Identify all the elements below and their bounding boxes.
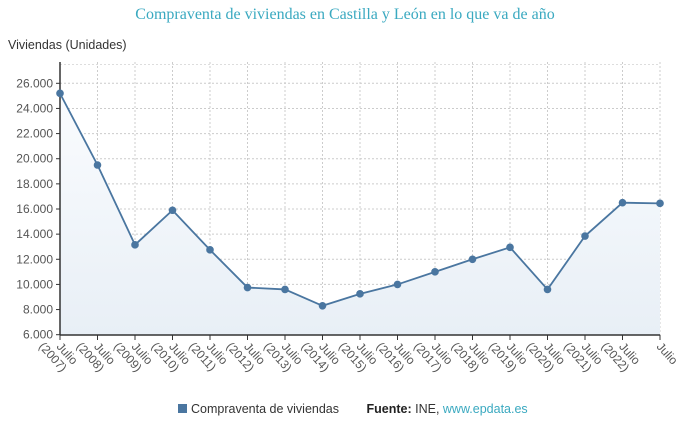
x-tick-label: Julio(2020) — [524, 331, 569, 377]
x-tick-label: Julio(2013) — [261, 331, 306, 377]
x-tick-label: Julio(2018) — [449, 331, 494, 377]
x-tick-label: Julio — [654, 340, 681, 368]
line-chart: 6.000 8.000 10.000 12.000 14.000 16.000 18.000… — [16, 62, 681, 377]
x-tick-label: Julio(2016) — [374, 331, 419, 377]
data-point — [206, 246, 214, 254]
x-tick-label: Julio(2009) — [111, 331, 156, 377]
data-point — [318, 301, 327, 310]
chart-title: Compraventa de viviendas en Castilla y L… — [135, 6, 555, 23]
area-fill — [60, 93, 660, 335]
data-point — [618, 198, 627, 207]
y-tick-label: 22.000 — [16, 127, 53, 141]
y-tick-label: 8.000 — [23, 303, 53, 317]
source-label: Fuente: — [366, 402, 412, 416]
data-point — [581, 232, 589, 240]
data-point — [56, 89, 64, 98]
data-point — [656, 199, 664, 208]
y-tick-label: 6.000 — [23, 328, 53, 342]
data-point — [356, 290, 364, 298]
y-tick-label: 26.000 — [16, 76, 53, 90]
data-point — [543, 285, 552, 294]
x-tick-label: Julio(2022) — [599, 331, 644, 377]
x-tick-label: Julio(2014) — [299, 331, 344, 377]
y-tick-label: 16.000 — [16, 202, 53, 216]
x-tick-label: Julio(2017) — [411, 331, 456, 377]
data-point — [431, 268, 439, 276]
y-tick-label: 20.000 — [16, 152, 53, 166]
legend-swatch — [178, 404, 187, 413]
x-tick-label: Julio(2012) — [224, 331, 269, 377]
y-tick-label: 12.000 — [16, 252, 53, 266]
data-point — [243, 283, 252, 292]
legend-label[interactable]: Compraventa de viviendas — [191, 402, 339, 416]
data-point — [506, 243, 514, 252]
data-point — [93, 161, 102, 169]
x-tick-label: Julio(2011) — [186, 331, 231, 377]
x-tick-label: Julio(2010) — [149, 331, 194, 377]
y-tick-label: 10.000 — [16, 277, 53, 291]
x-tick-label: Julio(2021) — [561, 331, 606, 377]
x-tick-label: Julio(2019) — [486, 331, 531, 377]
data-point — [281, 285, 289, 294]
data-point — [468, 255, 477, 264]
legend: Compraventa de viviendas Fuente: INE, ww… — [178, 402, 528, 416]
y-tick-label: 14.000 — [16, 227, 53, 241]
source-name: INE, — [415, 402, 440, 416]
x-tick-label: Julio(2008) — [74, 331, 119, 377]
y-tick-label: 18.000 — [16, 177, 53, 191]
data-point — [393, 280, 402, 289]
x-tick-label: Julio(2015) — [336, 331, 381, 377]
source-link[interactable]: www.epdata.es — [442, 402, 528, 416]
data-point — [131, 241, 139, 249]
data-point — [168, 206, 177, 215]
y-axis-label: Viviendas (Unidades) — [8, 38, 127, 52]
y-tick-label: 24.000 — [16, 101, 53, 115]
source: Fuente: INE, www.epdata.es — [366, 402, 527, 416]
